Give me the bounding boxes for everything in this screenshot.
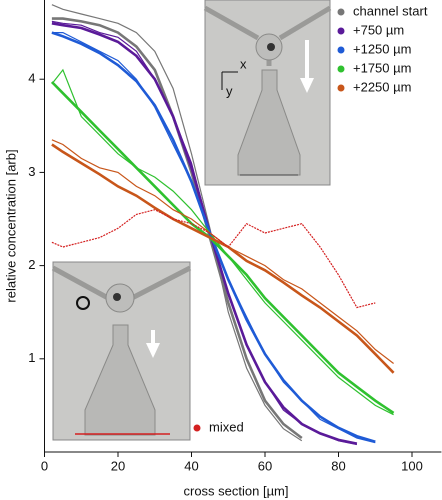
mixer-icon: [76, 296, 90, 310]
legend-marker: [337, 84, 345, 92]
legend-label: mixed: [209, 419, 244, 434]
legend-label: channel start: [353, 3, 428, 18]
data-line: [51, 4, 303, 442]
x-tick-label: 40: [184, 458, 198, 473]
legend-marker: [337, 46, 345, 54]
y-tick-label: 2: [28, 257, 35, 272]
x-tick-label: 100: [401, 458, 423, 473]
particle: [267, 43, 275, 51]
fit-line: [51, 22, 358, 445]
flow-arrow-head: [146, 343, 160, 358]
particle: [113, 293, 121, 301]
channel: [203, 5, 332, 66]
data-line: [51, 209, 376, 309]
legend-label: +1250 µm: [353, 41, 411, 56]
inset-image-bottom: [51, 261, 192, 441]
inset-label: y: [226, 83, 233, 98]
x-tick-label: 0: [41, 458, 48, 473]
fit-line: [50, 81, 395, 414]
y-tick-label: 4: [28, 71, 35, 86]
channel-body: [84, 324, 156, 436]
x-tick-label: 20: [111, 458, 125, 473]
y-axis-label: relative concentration [arb]: [3, 149, 18, 302]
y-tick-label: 3: [28, 164, 35, 179]
x-tick-label: 60: [258, 458, 272, 473]
flow-arrow-head: [300, 78, 314, 93]
inset-label: x: [240, 56, 247, 71]
channel-body: [237, 69, 301, 176]
inset-image-top: x y: [203, 0, 332, 186]
data-line: [51, 68, 394, 416]
legend-label: +1750 µm: [353, 60, 411, 75]
x-axis-label: cross section [µm]: [183, 483, 288, 498]
fit-line: [51, 143, 395, 374]
channel: [51, 265, 192, 301]
x-tick-label: 80: [331, 458, 345, 473]
legend-marker: [193, 424, 201, 432]
legend-marker: [337, 65, 345, 73]
legend-marker: [337, 8, 345, 16]
axes-icon: [221, 71, 238, 90]
y-tick-label: 1: [28, 350, 35, 365]
legend-label: +2250 µm: [353, 79, 411, 94]
legend-label: +750 µm: [353, 22, 404, 37]
legend-marker: [337, 27, 345, 35]
